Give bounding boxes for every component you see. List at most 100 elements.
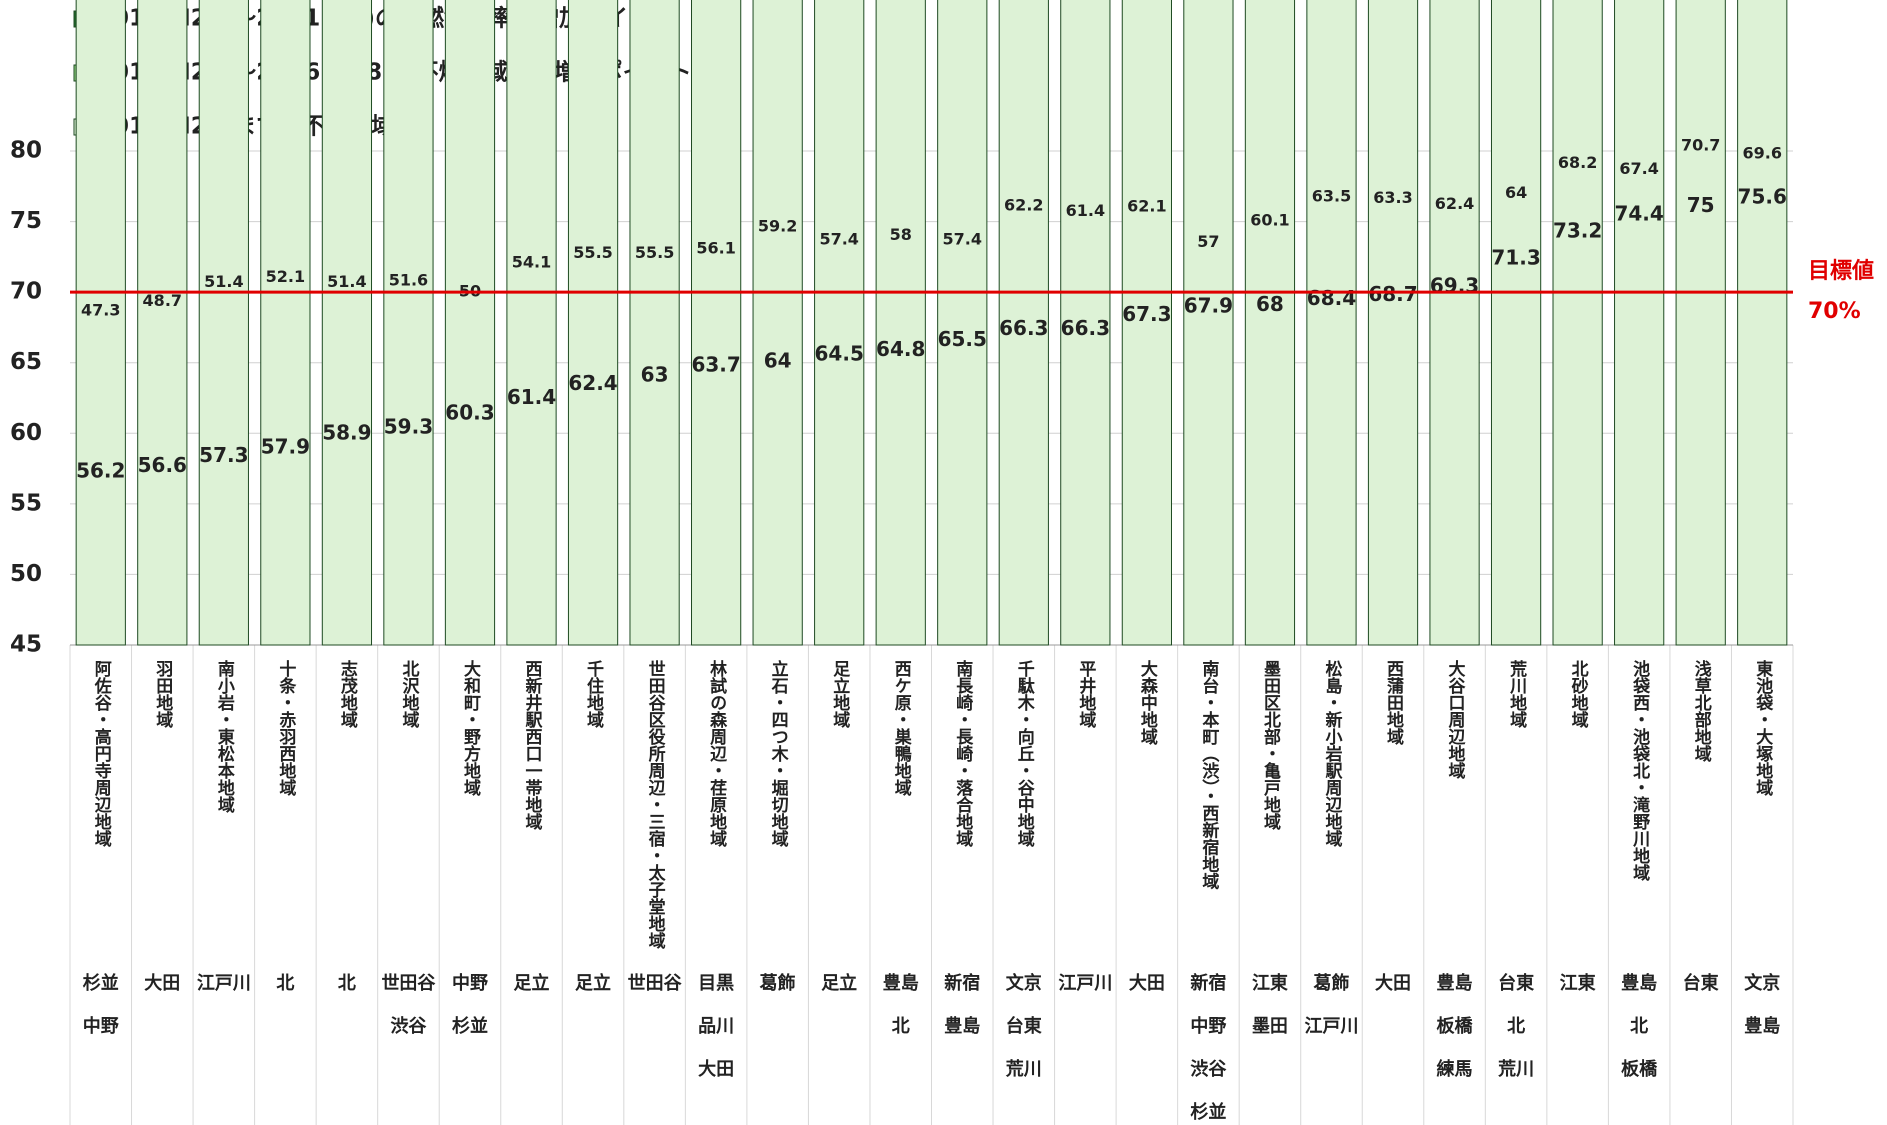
ward-label: 中野 xyxy=(1190,1015,1226,1037)
total-label: 69.3 xyxy=(1430,274,1479,298)
bar-value-label: 59.2 xyxy=(758,217,797,236)
ward-label: 大田 xyxy=(1129,972,1165,994)
bar-segment xyxy=(506,0,557,646)
bar-segment xyxy=(1552,0,1603,646)
total-label: 63 xyxy=(641,362,669,386)
bar-segment xyxy=(691,0,742,646)
bar-segment xyxy=(1121,0,1172,646)
bar-segment xyxy=(75,0,126,646)
bar-segment xyxy=(1183,0,1234,646)
bar-segment xyxy=(198,0,249,646)
total-label: 67.9 xyxy=(1184,293,1233,317)
ward-label: 中野 xyxy=(452,972,488,994)
bar-value-label: 64 xyxy=(1505,183,1527,202)
ward-label: 荒川 xyxy=(1497,1058,1534,1080)
bar-value-label: 62.1 xyxy=(1127,196,1166,215)
bar-value-label: 68.2 xyxy=(1558,153,1597,172)
ward-label: 新宿 xyxy=(944,972,980,994)
x-tick-label: 浅草北部地域 xyxy=(1691,659,1712,763)
ward-label: 江戸川 xyxy=(1058,973,1112,994)
ward-label: 墨田 xyxy=(1252,1016,1288,1037)
ward-label: 北 xyxy=(1507,1016,1525,1037)
ward-label: 目黒 xyxy=(698,973,734,994)
ward-label: 北 xyxy=(276,973,294,994)
bar-segment xyxy=(629,0,680,646)
total-label: 66.3 xyxy=(1061,316,1110,340)
bar-value-label: 63.3 xyxy=(1373,188,1412,207)
total-label: 66.3 xyxy=(999,316,1048,340)
x-tick-label: 十条・赤羽西地域 xyxy=(275,659,297,797)
total-label: 57.9 xyxy=(261,434,310,458)
ward-label: 大田 xyxy=(698,1058,734,1080)
ward-label: 江東 xyxy=(1560,972,1596,994)
ward-label: 杉並 xyxy=(452,1015,488,1037)
ward-label: 渋谷 xyxy=(390,1015,427,1037)
total-label: 63.7 xyxy=(691,353,740,377)
ward-label: 葛飾 xyxy=(1312,972,1349,994)
bar-value-label: 51.4 xyxy=(204,272,243,291)
bar-value-label: 47.3 xyxy=(81,301,120,320)
total-label: 73.2 xyxy=(1553,218,1602,242)
bar-value-label: 57.4 xyxy=(943,229,982,248)
total-label: 74.4 xyxy=(1614,202,1663,226)
bar-segment xyxy=(1367,0,1419,646)
x-tick-label: 松島・新小岩駅周辺地域 xyxy=(1321,659,1343,848)
bar-segment xyxy=(260,0,311,646)
ward-label: 江戸川 xyxy=(1304,1016,1358,1037)
ward-label: 江東 xyxy=(1252,972,1288,994)
ward-label: 文京 xyxy=(1006,972,1042,994)
ward-label: 荒川 xyxy=(1005,1058,1042,1080)
ward-label: 世田谷 xyxy=(381,973,436,994)
total-label: 68 xyxy=(1256,292,1284,316)
ward-label: 新宿 xyxy=(1190,972,1226,994)
total-label: 60.3 xyxy=(445,401,494,425)
bar-segment xyxy=(1490,0,1542,646)
y-tick-label: 45 xyxy=(10,632,42,658)
total-label: 64.5 xyxy=(815,341,864,365)
x-tick-label: 世田谷区役所周辺・三宿・太子堂地域 xyxy=(645,660,666,950)
x-tick-label: 林試の森周辺・荏原地域 xyxy=(706,659,727,848)
ward-label: 板橋 xyxy=(1621,1058,1658,1080)
bar-value-label: 61.4 xyxy=(1066,201,1105,220)
bar-value-label: 58 xyxy=(890,225,912,244)
bar-value-label: 70.7 xyxy=(1681,136,1720,155)
ward-label: 大田 xyxy=(144,972,180,994)
bar-value-label: 52.1 xyxy=(266,267,305,286)
bar-value-label: 57 xyxy=(1197,232,1219,251)
y-tick-label: 75 xyxy=(10,208,42,234)
total-label: 67.3 xyxy=(1122,302,1171,326)
total-label: 59.3 xyxy=(384,415,433,439)
total-label: 68.7 xyxy=(1368,282,1417,306)
x-tick-label: 立石・四つ木・堀切地域 xyxy=(768,659,790,848)
ward-label: 中野 xyxy=(83,1015,119,1037)
x-tick-label: 墨田区北部・亀戸地域 xyxy=(1260,660,1281,831)
ward-label: 大田 xyxy=(1375,972,1411,994)
x-tick-label: 平井地域 xyxy=(1075,660,1096,729)
bar-value-label: 51.6 xyxy=(389,270,428,289)
ward-label: 台東 xyxy=(1498,972,1534,994)
x-tick-label: 南台・本町（渋）・西新宿地域 xyxy=(1198,659,1219,891)
ward-label: 杉並 xyxy=(83,972,119,994)
ward-label: 北 xyxy=(338,973,356,994)
bar-value-label: 55.5 xyxy=(635,243,674,262)
x-tick-label: 足立地域 xyxy=(829,660,850,729)
ward-label: 江戸川 xyxy=(197,973,251,994)
bar-segment xyxy=(137,0,188,646)
x-tick-label: 羽田地域 xyxy=(152,660,173,729)
y-tick-label: 80 xyxy=(10,138,42,164)
bar-segment xyxy=(1737,0,1788,646)
total-label: 62.4 xyxy=(568,371,617,395)
y-tick-label: 70 xyxy=(10,279,42,305)
bar-segment xyxy=(1244,0,1296,646)
ward-label: 北 xyxy=(892,1016,910,1037)
bar-segment xyxy=(998,0,1049,646)
ward-label: 豊島 xyxy=(1621,972,1657,994)
x-tick-label: 千住地域 xyxy=(583,660,604,729)
total-label: 65.5 xyxy=(938,327,987,351)
ward-label: 北 xyxy=(1630,1016,1648,1037)
x-tick-label: 荒川地域 xyxy=(1506,659,1528,729)
ward-label: 渋谷 xyxy=(1190,1058,1227,1080)
x-tick-label: 南小岩・東松本地域 xyxy=(214,659,236,814)
total-label: 58.9 xyxy=(322,420,371,444)
ward-label: 台東 xyxy=(1683,972,1719,994)
